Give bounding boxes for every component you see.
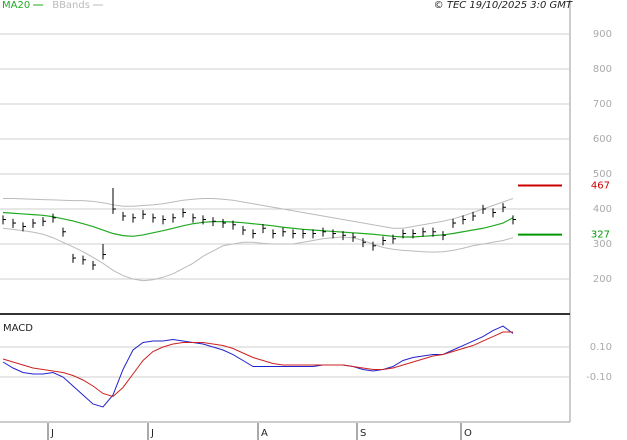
- y-tick-label: 200: [593, 274, 612, 285]
- panel-title: MACD: [3, 323, 33, 334]
- y-tick-label: -0.10: [586, 372, 612, 383]
- axis-area: [570, 0, 627, 440]
- y-tick-label: 800: [593, 64, 612, 75]
- ma-line: [2, 211, 514, 238]
- y-tick-label: 500: [593, 169, 612, 180]
- x-tick-label: A: [261, 428, 268, 439]
- y-tick-label: 300: [593, 239, 612, 250]
- y-tick-label: 400: [593, 204, 612, 215]
- y-tick-label: 900: [593, 29, 612, 40]
- macd-line: [2, 325, 514, 408]
- legend-label: BBands: [52, 0, 90, 11]
- level-label: 327: [591, 230, 610, 241]
- macd-line: [2, 331, 513, 398]
- y-tick-label: 700: [593, 99, 612, 110]
- y-tick-label: 600: [593, 134, 612, 145]
- band-lower: [2, 227, 514, 282]
- band-upper: [3, 198, 514, 229]
- x-tick-label: J: [150, 428, 154, 439]
- x-tick-label: O: [464, 428, 472, 439]
- x-tick-label: J: [50, 428, 54, 439]
- x-tick-label: S: [360, 428, 366, 439]
- level-label: 467: [591, 181, 610, 192]
- y-tick-label: 0.10: [590, 342, 612, 353]
- source: © TEC 19/10/2025 3:0 GMT: [434, 0, 573, 11]
- legend-label: MA20: [2, 0, 30, 11]
